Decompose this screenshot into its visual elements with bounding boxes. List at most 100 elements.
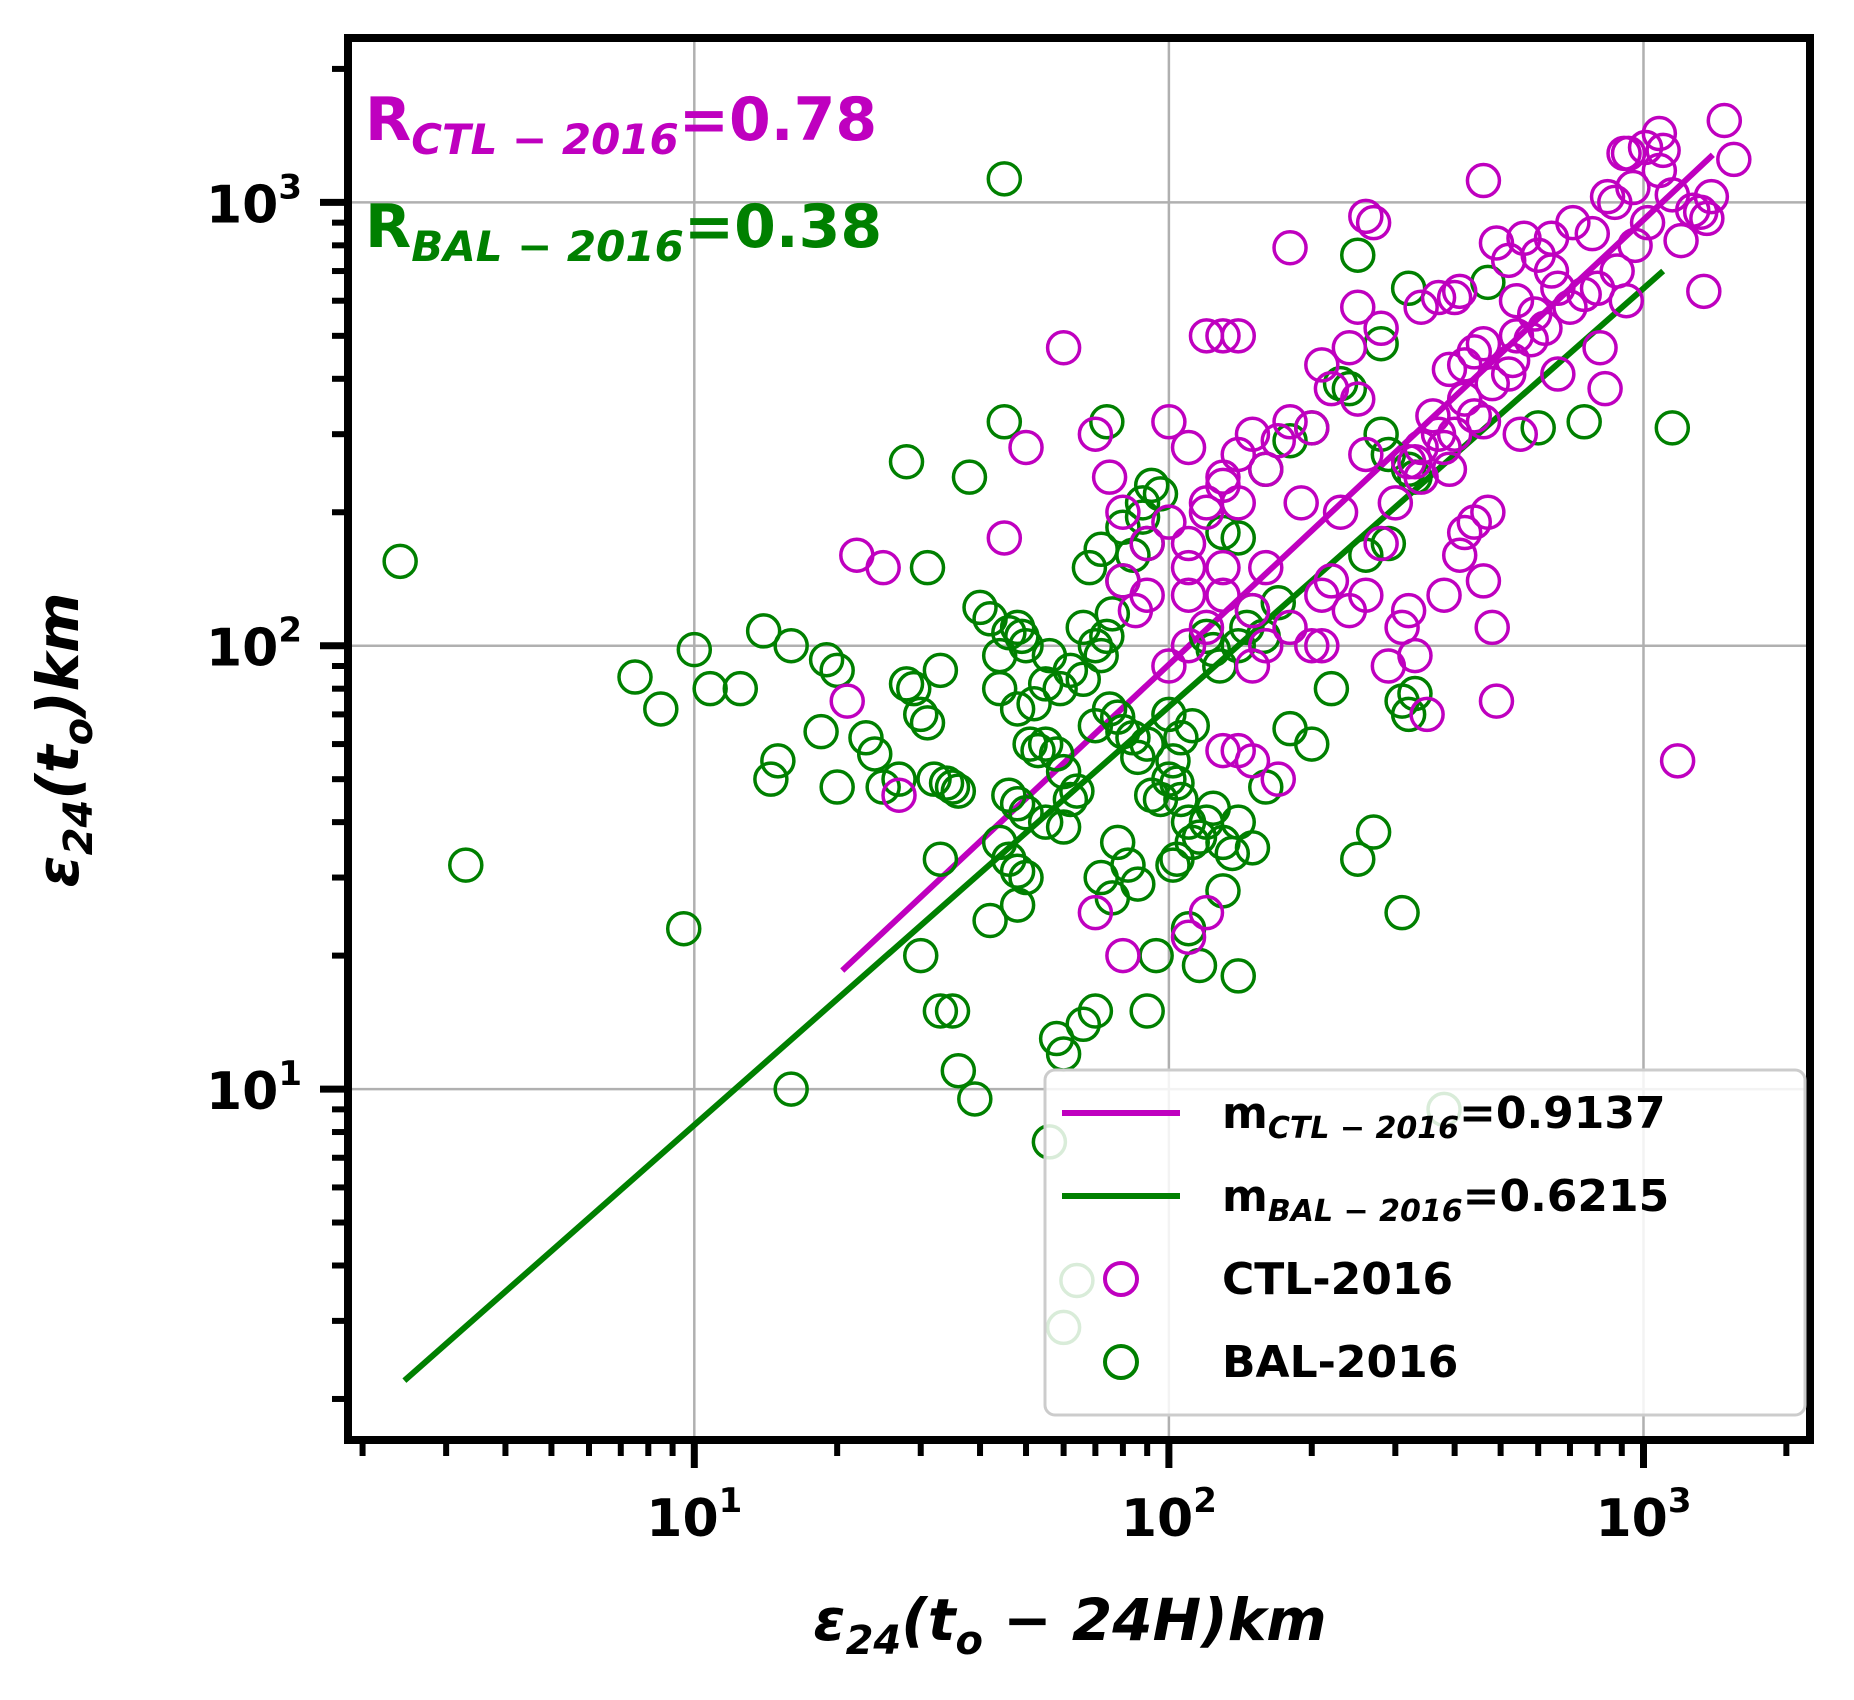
data-point — [1390, 592, 1427, 629]
data-point — [1331, 329, 1368, 366]
data-point — [1195, 631, 1231, 668]
data-point — [1105, 937, 1141, 974]
data-point — [1038, 1020, 1075, 1057]
data-point — [1363, 310, 1399, 347]
data-point — [1629, 204, 1666, 241]
data-point — [1617, 227, 1653, 264]
data-point — [1159, 841, 1195, 877]
data-point — [1474, 609, 1510, 646]
data-point — [999, 887, 1036, 923]
data-point — [928, 765, 965, 801]
data-point — [1008, 429, 1044, 466]
data-point — [1272, 230, 1308, 266]
data-point — [760, 743, 796, 779]
data-point — [1552, 289, 1588, 326]
data-point — [1426, 577, 1462, 613]
data-point — [1540, 356, 1576, 392]
data-point — [909, 705, 946, 741]
data-point — [1322, 494, 1359, 531]
data-point — [1105, 509, 1141, 546]
data-point — [856, 736, 893, 772]
data-points — [382, 102, 1752, 1346]
data-point — [1384, 609, 1420, 646]
data-point — [1083, 637, 1119, 674]
data-point — [1205, 577, 1241, 613]
x-axis-label: ε24(to − 24H)km — [813, 1586, 1326, 1664]
legend-label-bal-fit: mBAL − 2016=0.6215 — [1222, 1171, 1669, 1229]
data-point — [951, 459, 988, 495]
data-point — [819, 652, 855, 689]
data-point — [1355, 814, 1392, 850]
data-point — [722, 670, 759, 707]
data-point — [1587, 370, 1623, 407]
data-point — [1272, 710, 1308, 747]
data-point — [1441, 273, 1478, 310]
data-point — [922, 993, 959, 1029]
legend: mCTL − 2016=0.9137 mBAL − 2016=0.6215 CT… — [1043, 1068, 1807, 1417]
data-point — [1120, 866, 1156, 902]
data-point — [1348, 577, 1384, 613]
data-point — [922, 652, 959, 689]
data-point — [1566, 404, 1602, 440]
data-point — [1260, 422, 1297, 459]
data-point — [888, 666, 925, 702]
data-point — [1151, 504, 1187, 540]
data-point — [1441, 537, 1478, 573]
data-point — [1615, 169, 1651, 206]
data-point — [902, 937, 939, 974]
data-point — [1478, 225, 1515, 261]
data-point — [1331, 370, 1368, 407]
x-tick-label: 102 — [1121, 1481, 1217, 1549]
data-point — [940, 773, 977, 809]
data-point — [1520, 410, 1556, 446]
data-point — [1494, 342, 1531, 379]
y-tick-label: 103 — [206, 167, 302, 235]
data-point — [382, 543, 418, 580]
data-point — [1659, 743, 1696, 779]
data-point — [1089, 404, 1125, 440]
data-point — [1110, 847, 1146, 883]
data-point — [1363, 525, 1399, 562]
data-point — [1446, 381, 1483, 417]
data-point — [1027, 726, 1064, 762]
data-point — [1248, 627, 1284, 664]
data-point — [773, 1071, 809, 1107]
data-point — [1105, 494, 1141, 531]
y-tick-labels: 101 102 103 — [206, 167, 302, 1122]
data-point — [1077, 894, 1114, 931]
data-point — [881, 777, 917, 813]
data-point — [1706, 102, 1743, 139]
data-point — [909, 549, 946, 586]
data-point — [1133, 467, 1170, 504]
data-point — [1016, 685, 1052, 722]
data-point — [896, 670, 932, 707]
data-point — [1155, 743, 1191, 779]
data-point — [1124, 485, 1161, 521]
data-point — [1077, 416, 1114, 452]
data-point — [1155, 847, 1191, 883]
data-point — [1555, 204, 1591, 241]
data-point — [1465, 563, 1502, 599]
legend-marker-ctl — [1103, 1261, 1139, 1297]
data-point — [934, 993, 971, 1029]
data-point — [1065, 661, 1102, 698]
data-point — [1415, 398, 1451, 434]
x-tick-label: 101 — [646, 1481, 742, 1549]
data-point — [1589, 178, 1626, 215]
data-point — [1220, 318, 1256, 354]
data-point — [1527, 310, 1563, 347]
data-point — [448, 847, 484, 883]
data-point — [1663, 222, 1699, 259]
data-point — [1159, 765, 1195, 801]
data-point — [1348, 198, 1384, 235]
data-point — [1260, 761, 1297, 797]
data-point — [1151, 648, 1187, 684]
data-point — [1340, 381, 1376, 417]
data-point — [1205, 549, 1241, 586]
data-point — [745, 613, 782, 649]
data-point — [999, 691, 1036, 727]
data-point — [829, 683, 865, 719]
data-point — [1188, 494, 1225, 531]
data-point — [1059, 773, 1095, 809]
data-point — [957, 1081, 993, 1117]
